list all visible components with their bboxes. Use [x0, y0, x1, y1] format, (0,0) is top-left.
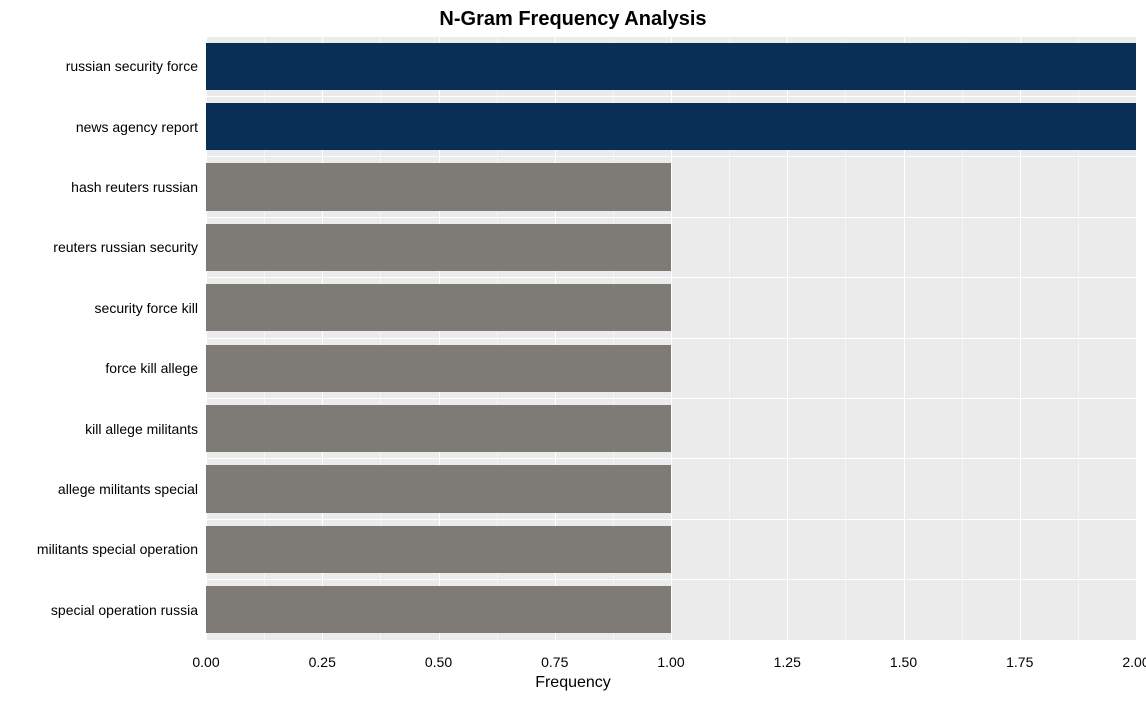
x-tick-label: 1.75 [1006, 654, 1033, 670]
y-axis-label: hash reuters russian [0, 179, 198, 195]
bar [206, 526, 671, 573]
bar [206, 224, 671, 271]
y-axis-label: reuters russian security [0, 239, 198, 255]
chart-title: N-Gram Frequency Analysis [0, 8, 1146, 31]
x-tick-label: 0.25 [309, 654, 336, 670]
bar [206, 163, 671, 210]
x-tick-label: 0.75 [541, 654, 568, 670]
x-tick-label: 1.00 [657, 654, 684, 670]
bar [206, 43, 1136, 90]
x-tick-label: 1.25 [774, 654, 801, 670]
y-axis-label: militants special operation [0, 541, 198, 557]
y-axis-label: news agency report [0, 119, 198, 135]
y-axis-label: special operation russia [0, 602, 198, 618]
x-tick-label: 0.00 [192, 654, 219, 670]
plot-area [206, 36, 1136, 640]
bar [206, 284, 671, 331]
y-axis-label: force kill allege [0, 360, 198, 376]
x-tick-label: 0.50 [425, 654, 452, 670]
bar [206, 345, 671, 392]
y-axis-label: allege militants special [0, 481, 198, 497]
y-axis-label: security force kill [0, 300, 198, 316]
x-tick-label: 1.50 [890, 654, 917, 670]
y-axis-labels-col: russian security force news agency report… [0, 36, 206, 640]
bar [206, 465, 671, 512]
ngram-frequency-chart: N-Gram Frequency Analysis russian securi… [0, 0, 1146, 701]
bar [206, 586, 671, 633]
gridline-major-v [1136, 36, 1137, 640]
x-tick-label: 2.00 [1122, 654, 1146, 670]
y-axis-label: kill allege militants [0, 421, 198, 437]
bar [206, 405, 671, 452]
y-axis-label: russian security force [0, 58, 198, 74]
bar [206, 103, 1136, 150]
x-axis-label: Frequency [0, 674, 1146, 692]
